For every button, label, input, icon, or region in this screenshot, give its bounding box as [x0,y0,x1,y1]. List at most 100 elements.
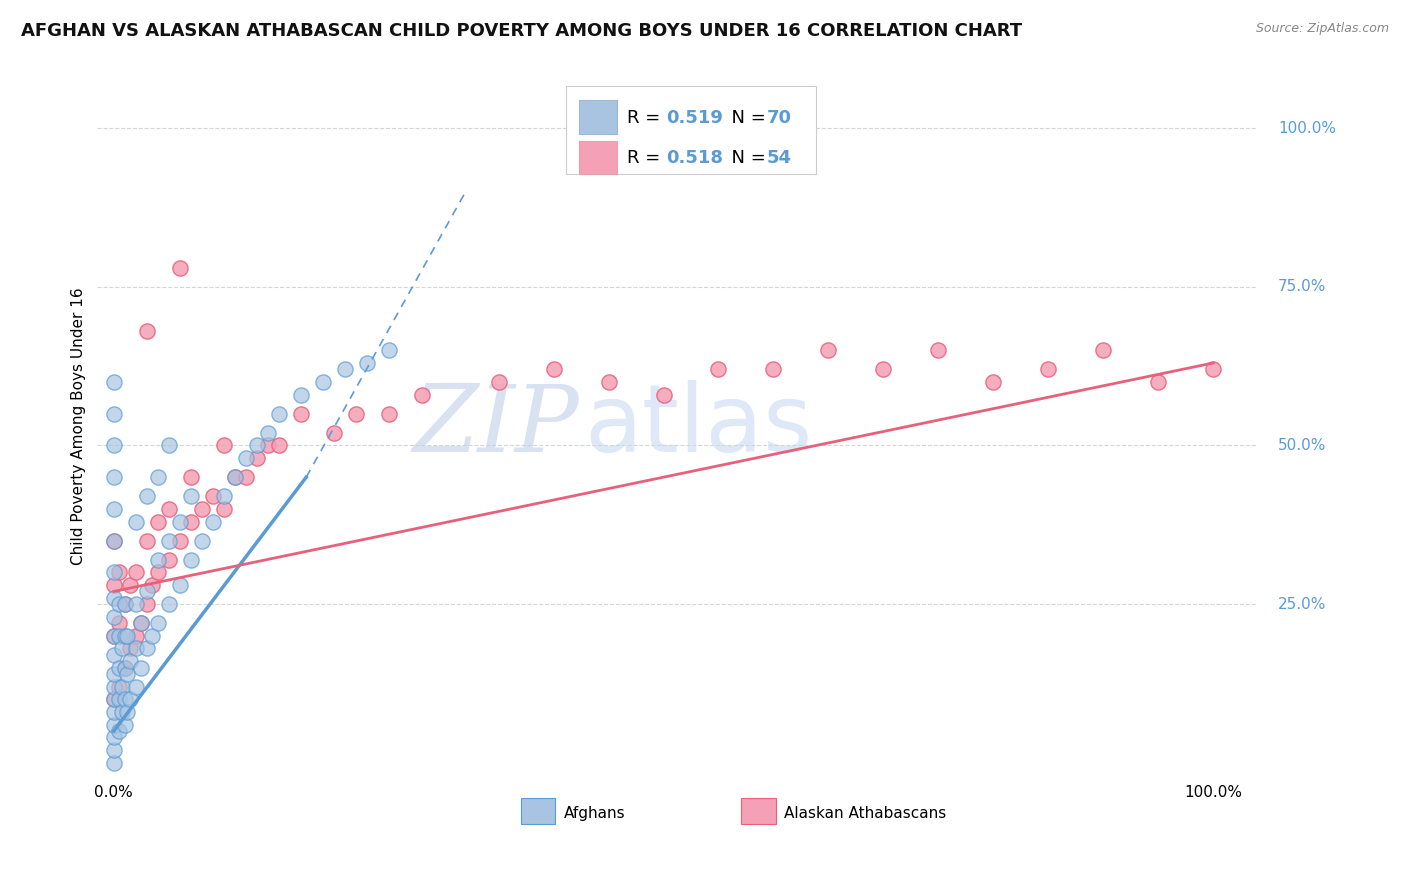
Text: 54: 54 [766,149,792,168]
Point [157,533,180,548]
Point [108,616,131,631]
Point [114,717,136,731]
Point [256,425,278,440]
FancyBboxPatch shape [579,141,617,175]
Point [224,470,246,484]
Point [103,692,125,706]
FancyBboxPatch shape [565,86,817,174]
Point [110,705,132,719]
Point [103,470,125,484]
Point [103,375,125,389]
Point [114,629,136,643]
Point [180,552,202,566]
Point [108,597,131,611]
Point [120,654,142,668]
Point [146,566,169,580]
Point [1092,343,1115,358]
Text: 75.0%: 75.0% [1278,279,1326,294]
Point [103,629,125,643]
Point [103,609,125,624]
Point [103,692,125,706]
Point [103,578,125,592]
Text: N =: N = [720,149,772,168]
Point [125,680,148,694]
Point [115,705,138,719]
Point [141,578,163,592]
Point [110,641,132,656]
Point [131,616,153,631]
Point [120,692,142,706]
FancyBboxPatch shape [520,797,555,824]
Point [707,362,730,376]
Point [125,629,148,643]
Point [488,375,510,389]
Point [146,552,169,566]
Point [180,470,202,484]
Text: R =: R = [627,109,666,127]
Point [125,515,148,529]
Point [344,407,367,421]
Point [103,438,125,452]
Point [103,756,125,770]
Point [377,343,399,358]
Text: Afghans: Afghans [564,806,626,822]
Point [103,533,125,548]
Point [103,666,125,681]
Point [246,451,269,466]
Point [267,438,290,452]
Point [114,660,136,674]
Point [103,502,125,516]
Point [322,425,344,440]
Point [131,660,153,674]
Point [224,470,246,484]
Point [110,680,132,694]
Point [103,648,125,662]
Point [103,705,125,719]
Text: 50.0%: 50.0% [1278,438,1326,453]
Point [191,502,214,516]
Point [146,616,169,631]
Text: 100.0%: 100.0% [1278,120,1336,136]
Point [114,597,136,611]
Point [169,533,191,548]
Point [103,629,125,643]
Point [872,362,894,376]
Point [125,641,148,656]
Point [652,387,675,401]
Point [290,407,312,421]
Point [256,438,278,452]
Point [212,438,235,452]
FancyBboxPatch shape [579,101,617,134]
Point [120,641,142,656]
Point [411,387,433,401]
Point [103,591,125,605]
FancyBboxPatch shape [741,797,776,824]
Point [108,629,131,643]
Point [103,533,125,548]
Point [103,743,125,757]
Point [312,375,335,389]
Point [246,438,269,452]
Point [103,717,125,731]
Text: Alaskan Athabascans: Alaskan Athabascans [785,806,946,822]
Point [180,515,202,529]
Point [135,324,157,338]
Point [135,641,157,656]
Text: AFGHAN VS ALASKAN ATHABASCAN CHILD POVERTY AMONG BOYS UNDER 16 CORRELATION CHART: AFGHAN VS ALASKAN ATHABASCAN CHILD POVER… [21,22,1022,40]
Text: 0.519: 0.519 [665,109,723,127]
Point [157,438,180,452]
Point [131,616,153,631]
Point [103,680,125,694]
Text: atlas: atlas [585,380,813,473]
Point [141,629,163,643]
Text: ZIP: ZIP [412,382,579,471]
Point [180,489,202,503]
Point [135,533,157,548]
Point [267,407,290,421]
Point [981,375,1004,389]
Point [103,731,125,745]
Point [108,692,131,706]
Point [169,515,191,529]
Point [135,584,157,599]
Point [114,597,136,611]
